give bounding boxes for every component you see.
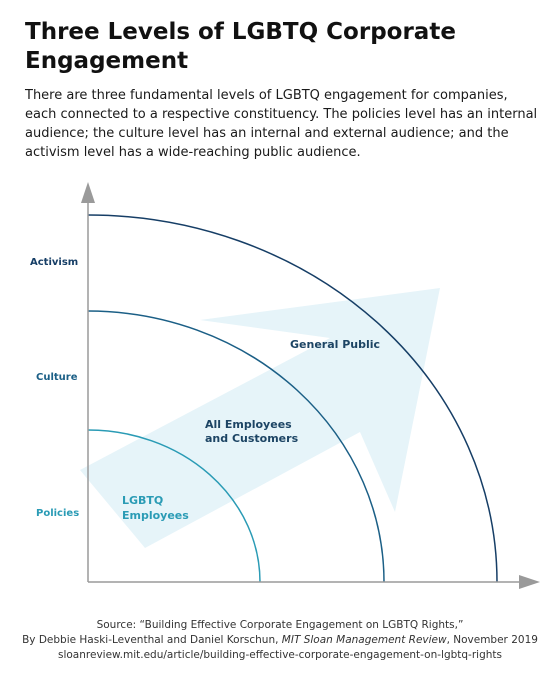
level-label-activism: Activism [30, 257, 78, 268]
policies-arc [87, 429, 261, 583]
description-text: There are three fundamental levels of LG… [25, 88, 538, 160]
culture-arc [87, 310, 385, 583]
source-authors: By Debbie Haski-Leventhal and Daniel Kor… [22, 634, 282, 646]
audience-label-culture-line1: All Employees [205, 418, 292, 431]
audience-label-policies-line1: LGBTQ [122, 494, 163, 507]
source-url: sloanreview.mit.edu/article/building-eff… [58, 649, 502, 661]
source-citation: Source: “Building Effective Corporate En… [0, 618, 560, 663]
level-label-culture: Culture [36, 372, 78, 383]
audience-label-activism: General Public [290, 338, 380, 351]
audience-growth-arrow [80, 288, 440, 548]
audience-label-culture-line2: and Customers [205, 432, 299, 445]
source-date: , November 2019 [446, 634, 538, 646]
audience-label-policies-line2: Employees [122, 509, 189, 522]
y-axis-arrowhead [81, 182, 95, 203]
activism-arc [87, 214, 498, 583]
source-line-1: Source: “Building Effective Corporate En… [96, 619, 464, 631]
level-label-policies: Policies [36, 508, 79, 519]
source-journal: MIT Sloan Management Review [281, 634, 447, 646]
x-axis-arrowhead [519, 575, 540, 589]
source-line-2: By Debbie Haski-Leventhal and Daniel Kor… [0, 633, 560, 648]
page-title: Three Levels of LGBTQ Corporate Engageme… [25, 19, 456, 74]
